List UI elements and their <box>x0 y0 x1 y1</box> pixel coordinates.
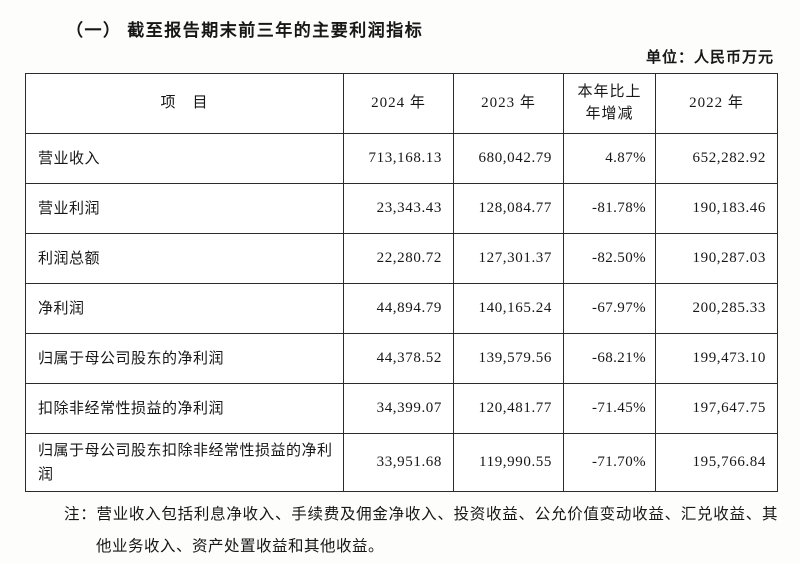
item-label: 净利润 <box>25 283 344 334</box>
table-row-net-profit-excl-nonrecurring: 扣除非经常性损益的净利润 34,399.07 120,481.77 -71.45… <box>25 383 778 434</box>
value-2022: 199,473.10 <box>655 333 778 384</box>
value-change: -67.97% <box>563 283 656 334</box>
table-row-operating-income: 营业收入 713,168.13 680,042.79 4.87% 652,282… <box>25 133 778 184</box>
value-2022: 190,183.46 <box>655 183 778 234</box>
value-2022: 652,282.92 <box>655 133 778 184</box>
value-change: -82.50% <box>563 233 656 284</box>
value-2024: 22,280.72 <box>343 233 454 284</box>
value-2024: 44,894.79 <box>343 283 454 334</box>
item-label: 营业收入 <box>25 133 344 184</box>
profit-indicators-table: 项 目 2024 年 2023 年 本年比上年增减 2022 年 营业收入 71… <box>25 73 778 492</box>
section-title: （一） 截至报告期末前三年的主要利润指标 <box>66 21 424 40</box>
header-cell-item: 项 目 <box>25 73 344 134</box>
item-label: 归属于母公司股东的净利润 <box>25 333 344 384</box>
value-2022: 197,647.75 <box>655 383 778 434</box>
value-change: -71.45% <box>563 383 656 434</box>
item-label: 营业利润 <box>25 183 344 234</box>
value-change: -71.70% <box>563 433 656 492</box>
value-2023: 128,084.77 <box>453 183 564 234</box>
value-2023: 120,481.77 <box>453 383 564 434</box>
value-2022: 190,287.03 <box>655 233 778 284</box>
value-2023: 139,579.56 <box>453 333 564 384</box>
value-2024: 713,168.13 <box>343 133 454 184</box>
item-label: 归属于母公司股东扣除非经常性损益的净利润 <box>25 433 344 492</box>
header-cell-change: 本年比上年增减 <box>563 73 656 134</box>
value-2024: 23,343.43 <box>343 183 454 234</box>
header-cell-2024: 2024 年 <box>343 73 454 134</box>
table-row-total-profit: 利润总额 22,280.72 127,301.37 -82.50% 190,28… <box>25 233 778 284</box>
value-change: 4.87% <box>563 133 656 184</box>
value-2023: 119,990.55 <box>453 433 564 492</box>
table-row-net-profit: 净利润 44,894.79 140,165.24 -67.97% 200,285… <box>25 283 778 334</box>
item-label: 利润总额 <box>25 233 344 284</box>
header-row: 项 目 2024 年 2023 年 本年比上年增减 2022 年 <box>25 73 778 134</box>
footnote-text: 营业收入包括利息净收入、手续费及佣金净收入、投资收益、公允价值变动收益、汇兑收益… <box>96 506 778 555</box>
table-row-operating-profit: 营业利润 23,343.43 128,084.77 -81.78% 190,18… <box>25 183 778 234</box>
value-2022: 200,285.33 <box>655 283 778 334</box>
table-row-net-profit-parent: 归属于母公司股东的净利润 44,378.52 139,579.56 -68.21… <box>25 333 778 384</box>
footnote-prefix: 注： <box>64 506 97 523</box>
unit-label: 单位：人民币万元 <box>645 50 774 66</box>
value-2023: 127,301.37 <box>453 233 564 284</box>
value-change: -81.78% <box>563 183 656 234</box>
table-row-net-profit-parent-excl-nonrecurring: 归属于母公司股东扣除非经常性损益的净利润 33,951.68 119,990.5… <box>25 433 778 492</box>
header-cell-2023: 2023 年 <box>453 73 564 134</box>
header-cell-2022: 2022 年 <box>655 73 778 134</box>
value-2024: 44,378.52 <box>343 333 454 384</box>
value-2024: 34,399.07 <box>343 383 454 434</box>
footnote: 注：营业收入包括利息净收入、手续费及佣金净收入、投资收益、公允价值变动收益、汇兑… <box>64 499 778 563</box>
value-2022: 195,766.84 <box>655 433 778 492</box>
value-2023: 140,165.24 <box>453 283 564 334</box>
value-2024: 33,951.68 <box>343 433 454 492</box>
item-label: 扣除非经常性损益的净利润 <box>25 383 344 434</box>
value-change: -68.21% <box>563 333 656 384</box>
value-2023: 680,042.79 <box>453 133 564 184</box>
